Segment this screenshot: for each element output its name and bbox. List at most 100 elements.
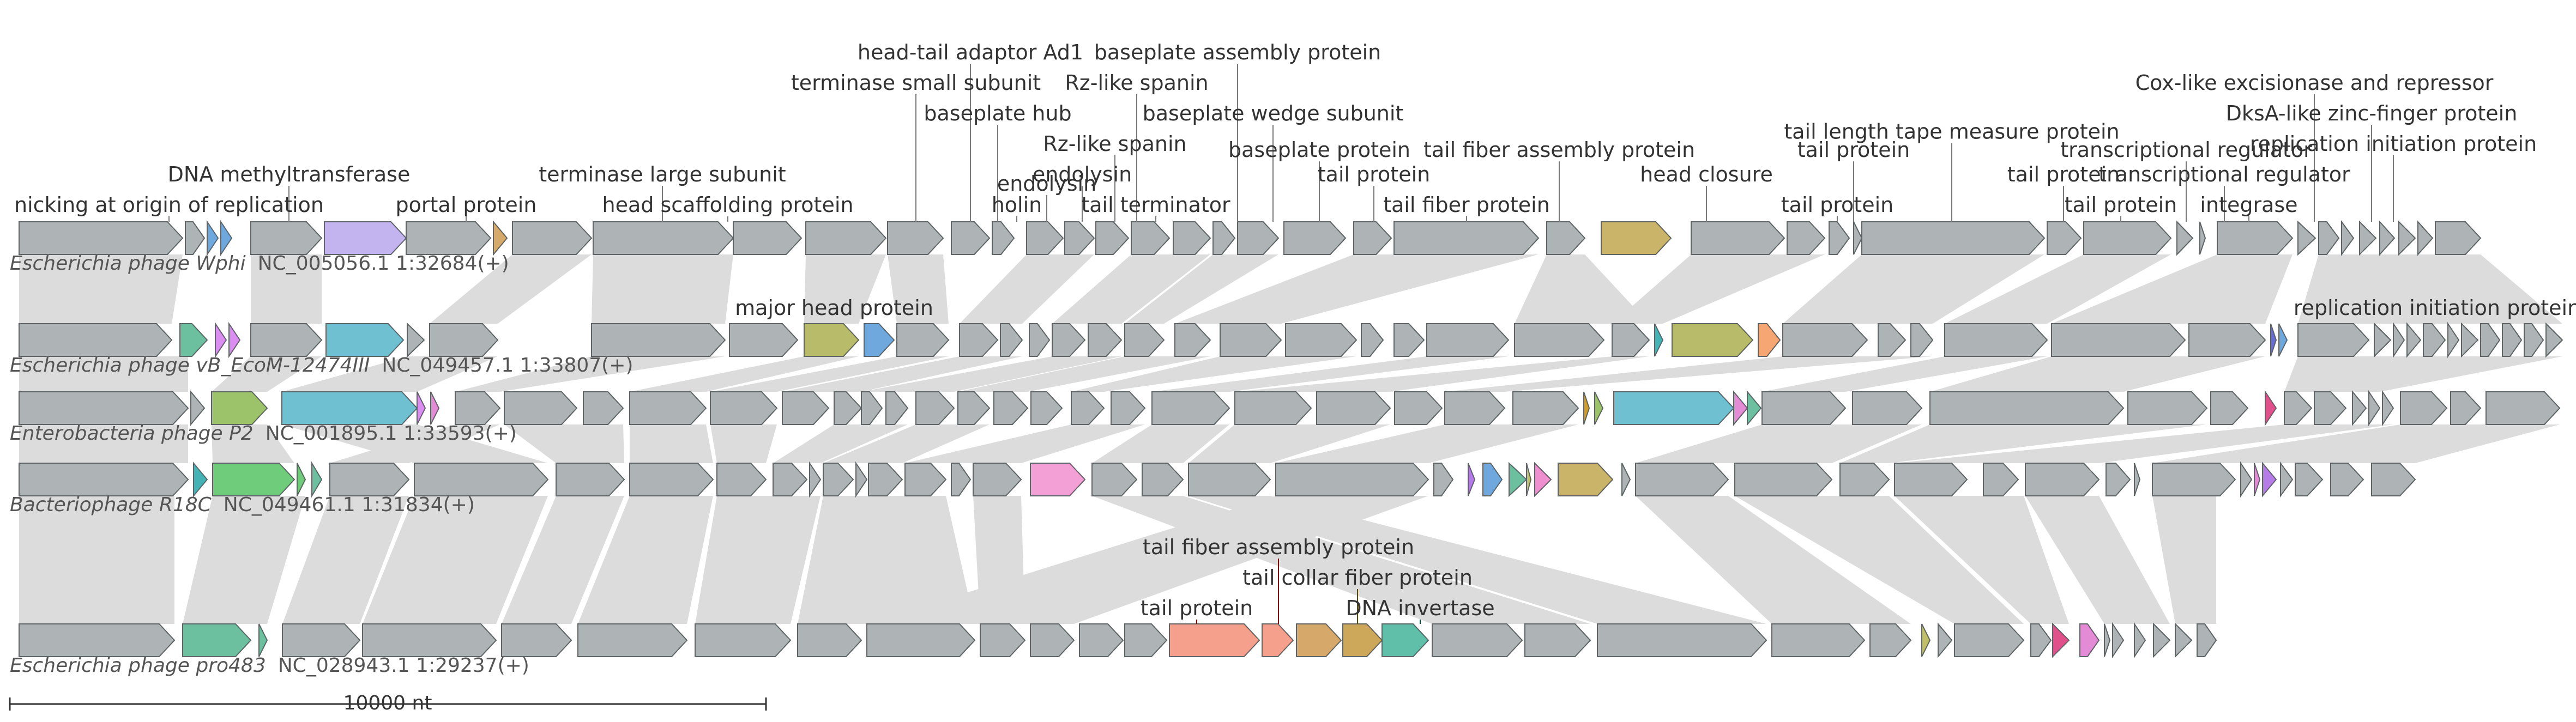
homology-band — [1276, 424, 1578, 463]
gene-arrow — [1691, 221, 1785, 255]
homology-band — [1071, 356, 1356, 392]
gene-label: tail fiber assembly protein — [1143, 535, 1414, 559]
track-2-genes — [19, 321, 2563, 359]
gene-label: tail protein — [1141, 596, 1253, 620]
homology-band — [2052, 254, 2293, 324]
track-1-genes — [19, 220, 2482, 257]
gene-arrow — [809, 461, 822, 498]
homology-band — [363, 496, 548, 624]
gene-arrow — [1433, 463, 1454, 496]
gene-arrow — [993, 391, 1029, 425]
homology-band — [1612, 254, 1825, 324]
gene-label: tail length tape measure protein — [1784, 120, 2119, 144]
gene-arrow — [1353, 221, 1392, 255]
gene-label: integrase — [2200, 193, 2297, 217]
gene-label: tail protein — [1318, 162, 1430, 186]
gene-arrow — [430, 391, 440, 425]
gene-arrow — [1512, 391, 1579, 425]
gene-arrow — [1124, 623, 1168, 657]
gene-label: tail collar fiber protein — [1242, 566, 1473, 590]
homology-band — [867, 496, 1428, 624]
homology-band — [1235, 356, 1649, 392]
gene-arrow — [1151, 391, 1230, 425]
track-label: Enterobacteria phage P2 NC_001895.1 1:335… — [10, 422, 517, 445]
gene-arrow — [1983, 463, 2019, 496]
track-name: Escherichia phage Wphi — [10, 252, 246, 275]
homology-band — [330, 424, 500, 463]
gene-arrow — [1124, 323, 1165, 357]
gene-arrow — [805, 221, 887, 255]
gene-arrow — [1342, 623, 1383, 657]
gene-arrow — [2175, 622, 2193, 658]
gene-arrow — [1534, 462, 1552, 497]
gene-arrow — [1468, 463, 1476, 496]
gene-arrow — [593, 221, 734, 255]
gene-label: Cox-like excisionase and repressor — [2135, 71, 2494, 95]
gene-label: baseplate wedge subunit — [1143, 101, 1404, 125]
gene-arrow — [2240, 461, 2253, 498]
homology-bands — [19, 254, 2562, 624]
gene-arrow — [2382, 390, 2394, 427]
gene-arrow — [1878, 323, 1907, 357]
track-3-genes — [19, 390, 2561, 427]
gene-arrow — [2318, 221, 2340, 255]
gene-arrow — [2450, 391, 2482, 425]
gene-arrow — [1938, 622, 1953, 658]
gene-arrow — [220, 220, 233, 257]
gene-arrow — [1381, 623, 1429, 657]
gene-arrow — [1169, 623, 1260, 657]
homology-band — [1125, 254, 1278, 324]
gene-arrow — [992, 221, 1015, 255]
gene-arrow — [2030, 623, 2052, 657]
gene-arrow — [19, 323, 173, 357]
gene-arrow — [1444, 391, 1506, 425]
gene-arrow — [2406, 322, 2422, 358]
gene-arrow — [2262, 462, 2277, 497]
homology-band — [1895, 424, 2393, 463]
gene-arrow — [207, 220, 219, 257]
homology-band — [2025, 496, 2170, 624]
gene-arrow — [915, 391, 955, 425]
gene-label: DNA invertase — [1346, 596, 1494, 620]
track-accession: NC_049457.1 1:33807(+) — [382, 354, 633, 377]
homology-band — [455, 356, 725, 392]
gene-arrow — [2379, 220, 2396, 256]
gene-arrow — [2341, 220, 2355, 257]
gene-label: nicking at origin of replication — [14, 193, 324, 217]
gene-arrow — [2417, 220, 2434, 256]
gene-arrow — [2368, 390, 2381, 427]
homology-band — [2152, 496, 2216, 624]
gene-arrow — [1432, 623, 1523, 657]
gene-arrow — [1921, 623, 1931, 657]
gene-arrow — [329, 463, 410, 496]
gene-arrow — [782, 391, 830, 425]
homology-band — [212, 424, 294, 463]
gene-arrow — [1829, 221, 1850, 255]
scale-bar: 10000 nt — [9, 692, 767, 714]
gene-arrow — [1787, 221, 1826, 255]
gene-arrow — [2314, 391, 2347, 425]
gene-label: terminase small subunit — [791, 71, 1041, 95]
gene-arrow — [577, 623, 688, 657]
gene-arrow — [2112, 622, 2125, 659]
gene-label: replication initiation protein — [2250, 132, 2537, 156]
gene-labels: nicking at origin of replication DNA meth… — [14, 40, 2576, 620]
gene-arrow — [2254, 463, 2261, 496]
gene-arrow — [2480, 323, 2501, 357]
gene-arrow — [2278, 323, 2288, 357]
gene-label: holin — [992, 193, 1042, 217]
gene-label: DNA methyltransferase — [168, 162, 411, 186]
gene-arrow — [228, 321, 241, 359]
homology-band — [578, 496, 713, 624]
gene-arrow — [2217, 221, 2294, 255]
gene-arrow — [1635, 463, 1729, 496]
gene-arrow — [1262, 623, 1294, 657]
gene-label: head-tail adaptor Ad1 — [858, 40, 1083, 64]
gene-arrow — [1030, 623, 1075, 657]
gene-arrow — [250, 323, 323, 357]
gene-arrow — [1747, 390, 1762, 426]
gene-arrow — [591, 323, 726, 357]
gene-arrow — [980, 623, 1026, 657]
gene-label: tail protein — [1797, 138, 1910, 162]
